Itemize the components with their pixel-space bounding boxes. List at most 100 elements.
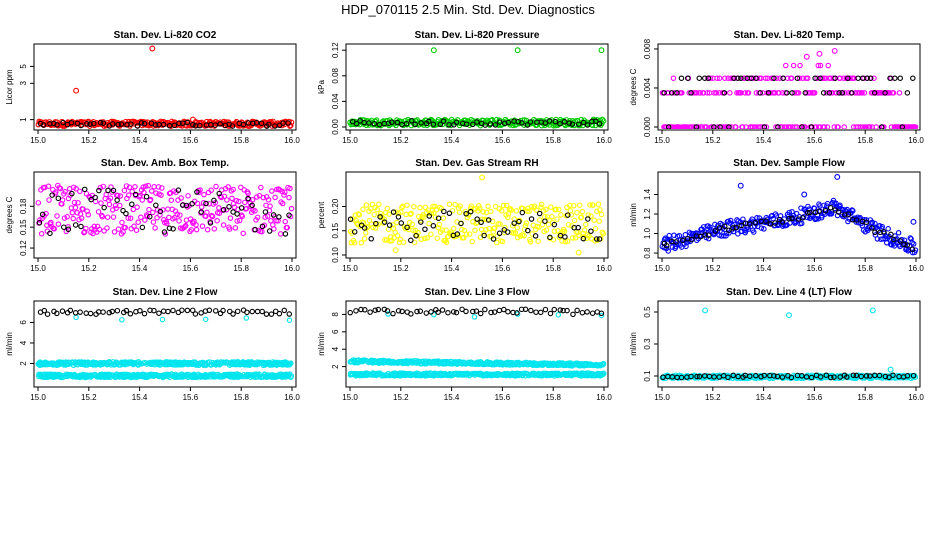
data-point bbox=[132, 191, 139, 198]
data-point bbox=[394, 232, 401, 239]
data-point bbox=[788, 75, 795, 81]
x-tick-label: 15.4 bbox=[444, 393, 460, 402]
data-point bbox=[440, 359, 446, 365]
data-point bbox=[430, 121, 437, 127]
data-point bbox=[761, 372, 768, 379]
data-point bbox=[827, 374, 834, 381]
data-point bbox=[73, 87, 80, 94]
data-point bbox=[106, 201, 113, 208]
data-point bbox=[104, 225, 110, 231]
data-point bbox=[160, 308, 167, 314]
data-point bbox=[62, 189, 68, 195]
data-point bbox=[821, 124, 828, 129]
data-point bbox=[565, 212, 571, 218]
data-point bbox=[501, 306, 507, 313]
data-point bbox=[489, 371, 495, 378]
data-point bbox=[157, 208, 164, 215]
data-point bbox=[593, 362, 599, 368]
data-point bbox=[735, 373, 741, 380]
plot-frame bbox=[657, 171, 921, 259]
data-point bbox=[288, 119, 295, 126]
data-point bbox=[494, 359, 501, 366]
data-point bbox=[49, 192, 55, 198]
data-point bbox=[528, 216, 535, 222]
data-point bbox=[802, 124, 808, 129]
data-point bbox=[392, 370, 399, 376]
data-point bbox=[780, 75, 786, 81]
data-point bbox=[347, 309, 353, 316]
data-point bbox=[131, 360, 138, 366]
data-point bbox=[149, 209, 156, 216]
data-point bbox=[123, 371, 130, 378]
data-point bbox=[369, 201, 376, 208]
data-point bbox=[711, 124, 717, 129]
data-point bbox=[61, 224, 67, 230]
x-tick-label: 15.2 bbox=[393, 264, 409, 273]
data-point bbox=[43, 210, 49, 217]
data-point bbox=[713, 90, 720, 96]
data-point bbox=[390, 209, 397, 215]
data-point bbox=[403, 121, 410, 127]
data-point bbox=[887, 366, 894, 373]
data-point bbox=[362, 230, 369, 236]
y-tick-label: 3 bbox=[19, 81, 28, 86]
data-point bbox=[44, 311, 51, 317]
data-point bbox=[115, 121, 121, 128]
data-point bbox=[471, 370, 477, 377]
x-tick-label: 15.4 bbox=[756, 393, 772, 402]
data-point bbox=[467, 208, 474, 215]
data-point bbox=[284, 224, 291, 231]
data-point bbox=[459, 226, 465, 233]
y-tick-label: 0.1 bbox=[643, 370, 652, 382]
y-tick-label: 0.15 bbox=[19, 219, 28, 235]
data-point bbox=[728, 75, 734, 81]
x-tick-label: 16.0 bbox=[284, 393, 300, 402]
y-axis-label: degrees C bbox=[5, 196, 14, 233]
data-point bbox=[597, 207, 603, 213]
data-point bbox=[394, 371, 400, 378]
data-point bbox=[159, 316, 166, 323]
y-tick-label: 0.000 bbox=[643, 116, 652, 137]
data-point bbox=[395, 308, 402, 314]
data-point bbox=[206, 307, 213, 314]
data-point bbox=[484, 372, 490, 379]
data-point bbox=[262, 360, 268, 366]
data-point bbox=[428, 231, 434, 238]
x-tick-label: 15.2 bbox=[705, 136, 721, 145]
data-point bbox=[575, 224, 581, 231]
data-point bbox=[385, 120, 392, 126]
data-point bbox=[751, 229, 757, 235]
data-point bbox=[823, 372, 830, 378]
data-point bbox=[147, 196, 154, 203]
data-point bbox=[812, 75, 818, 81]
data-point bbox=[502, 120, 508, 127]
data-point bbox=[259, 308, 265, 315]
data-point bbox=[190, 121, 196, 128]
data-point bbox=[569, 235, 576, 241]
data-point bbox=[524, 122, 531, 128]
data-point bbox=[164, 220, 170, 227]
data-point bbox=[414, 308, 420, 315]
plot-area bbox=[347, 174, 606, 256]
data-point bbox=[575, 249, 582, 256]
data-point bbox=[598, 312, 605, 319]
data-point bbox=[423, 370, 429, 376]
x-tick-label: 15.0 bbox=[342, 393, 358, 402]
data-point bbox=[368, 359, 375, 366]
data-point bbox=[373, 220, 379, 227]
data-point bbox=[872, 229, 878, 236]
data-point bbox=[853, 372, 860, 379]
data-point bbox=[152, 225, 158, 231]
data-point bbox=[869, 307, 876, 314]
data-point bbox=[116, 373, 122, 379]
data-point bbox=[844, 374, 850, 380]
data-point bbox=[544, 372, 550, 378]
data-point bbox=[141, 310, 148, 317]
data-point bbox=[522, 222, 529, 229]
x-tick-label: 15.8 bbox=[545, 136, 561, 145]
data-point bbox=[165, 206, 171, 212]
data-point bbox=[827, 205, 834, 211]
data-point bbox=[864, 75, 870, 81]
data-point bbox=[585, 216, 591, 222]
